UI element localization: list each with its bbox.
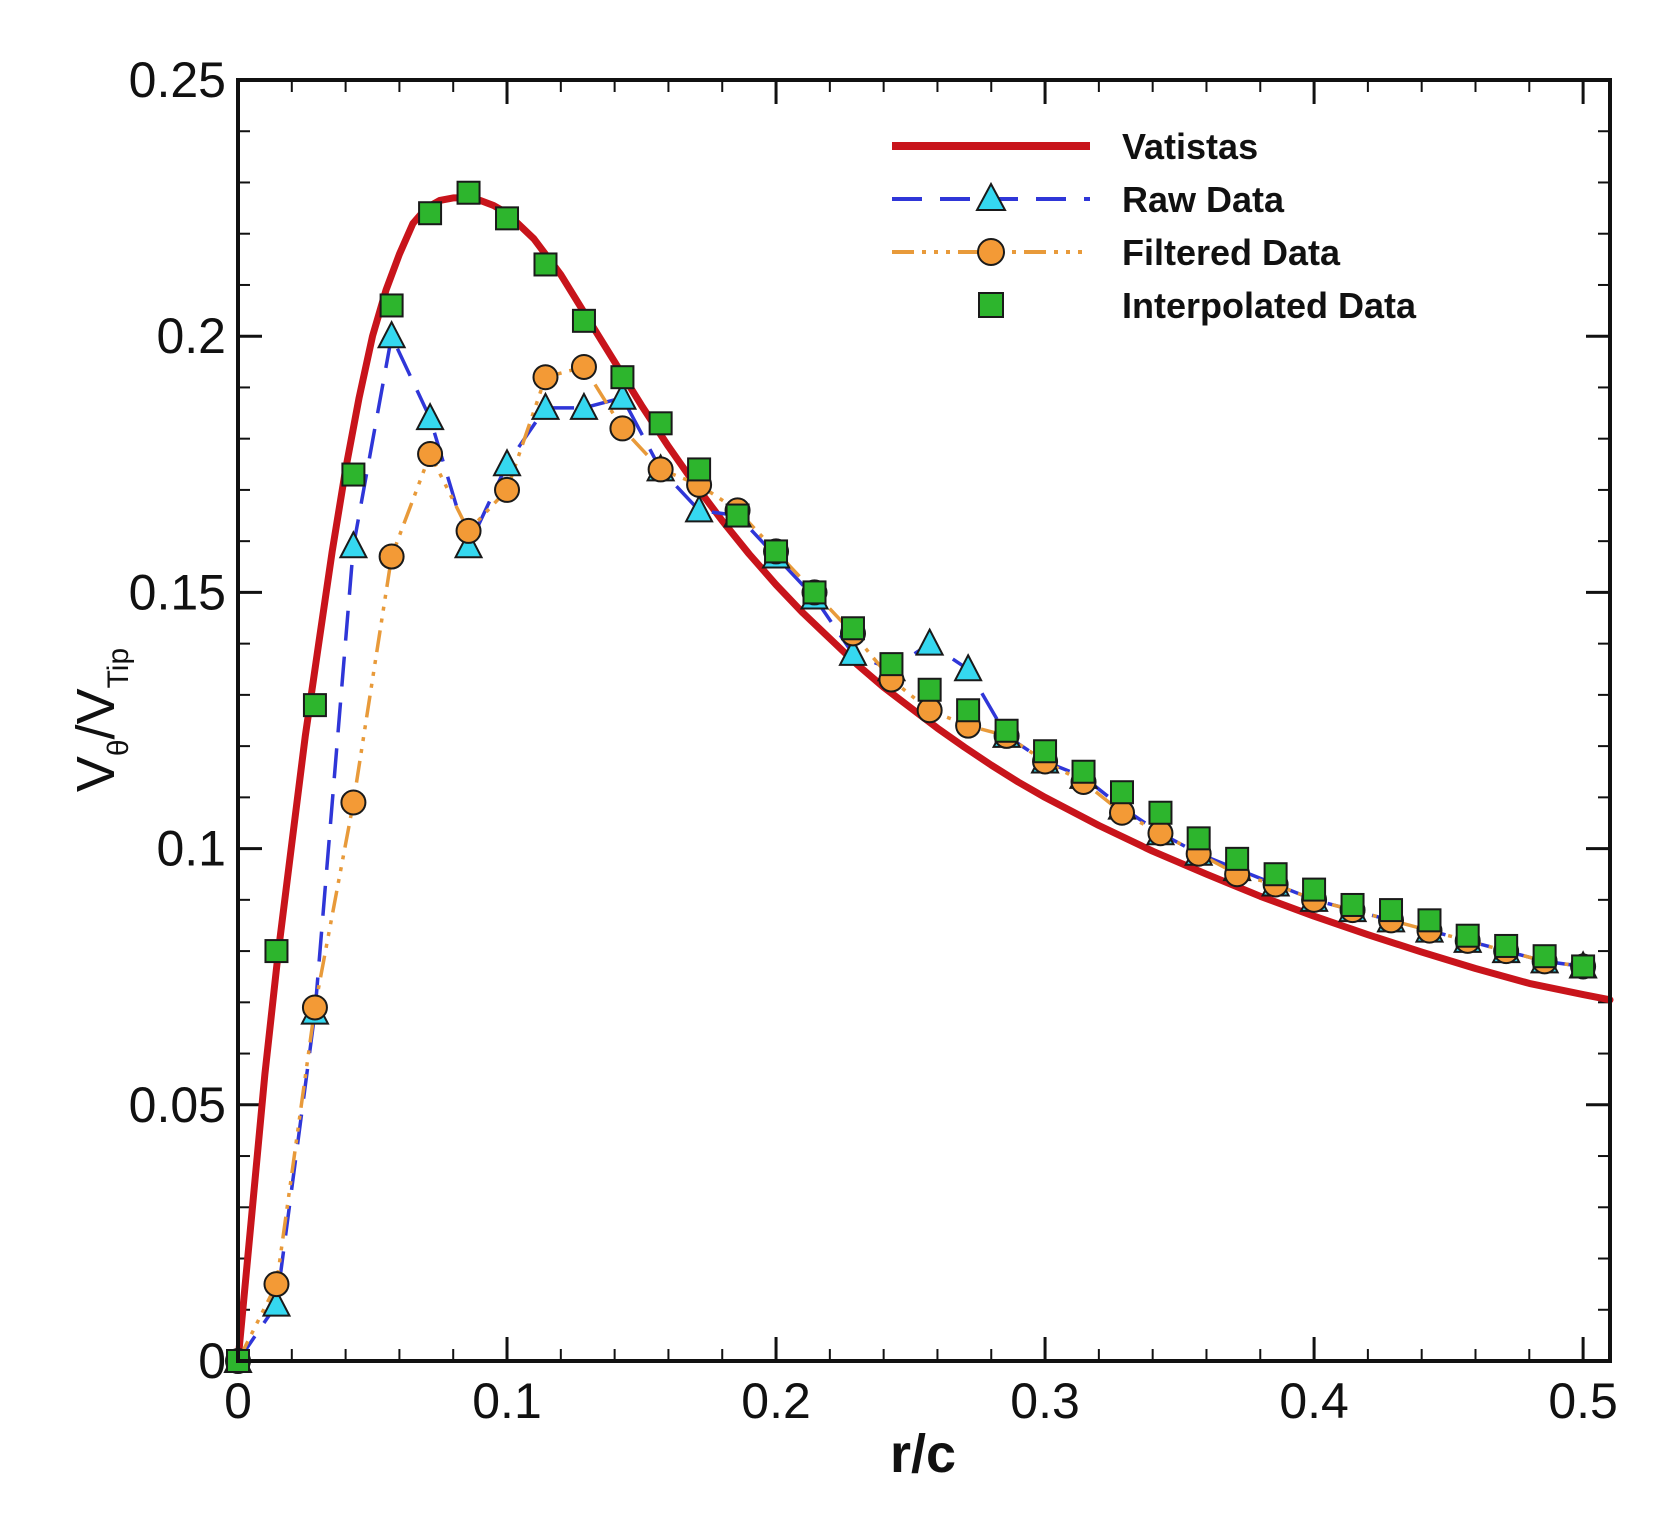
x-tick-label: 0.2 — [741, 1373, 811, 1429]
y-axis-title-sub-theta: θ — [102, 739, 135, 756]
interpolated-data-point — [1225, 846, 1250, 871]
interpolated-data-point — [1033, 739, 1058, 764]
filtered-data-point — [301, 994, 328, 1021]
interpolated-data-point — [1263, 862, 1288, 887]
raw-data-point — [453, 530, 484, 559]
legend-interpolated-label: Interpolated Data — [1122, 285, 1417, 326]
raw-data-point — [953, 653, 983, 682]
plot-frame — [236, 78, 1612, 1363]
legend-vatistas-label: Vatistas — [1122, 126, 1258, 167]
filtered-data-point — [378, 543, 405, 570]
interpolated-data-point — [1532, 944, 1557, 969]
interpolated-data-point — [1340, 892, 1365, 917]
interpolated-data-point — [648, 411, 673, 436]
y-axis-title: Vθ/VTip — [66, 648, 135, 792]
interpolated-data-point — [1455, 923, 1480, 948]
y-tick-labels: 0 0.05 0.1 0.15 0.2 0.25 — [129, 52, 226, 1389]
interpolated-data-point — [264, 939, 289, 964]
raw-data-point — [569, 391, 599, 420]
y-tick-label: 0.1 — [156, 821, 226, 877]
y-axis-title-main: V — [66, 756, 126, 792]
interpolated-data-point — [764, 539, 789, 564]
legend: Vatistas Raw Data Filtered Data Interpol… — [892, 126, 1417, 326]
raw-data-point — [492, 448, 522, 477]
interpolated-data-point — [1109, 780, 1134, 805]
legend-filtered-marker — [977, 238, 1005, 266]
x-tick-labels: 0 0.1 0.2 0.3 0.4 0.5 — [224, 1373, 1618, 1429]
interpolated-data-point — [1571, 954, 1596, 979]
interpolated-data-point — [495, 206, 520, 231]
y-tick-label: 0.25 — [129, 52, 226, 108]
interpolated-data-point — [1379, 898, 1404, 923]
interpolated-data-point — [879, 652, 904, 677]
x-tick-label: 0.4 — [1279, 1373, 1349, 1429]
filtered-data-point — [1147, 820, 1174, 847]
raw-data-point — [607, 381, 638, 410]
legend-interpolated-marker — [978, 292, 1004, 318]
interpolated-data-point — [840, 616, 865, 641]
interpolated-data-point — [610, 365, 635, 390]
filtered-data-point — [532, 364, 559, 391]
interpolated-data-point — [456, 180, 481, 205]
x-tick-label: 0.5 — [1548, 1373, 1618, 1429]
interpolated-data-point — [725, 503, 750, 528]
interpolated-data-point — [341, 462, 366, 487]
filtered-data-point — [455, 517, 482, 544]
filtered-data-point — [263, 1271, 290, 1298]
filtered-data-point — [417, 441, 444, 468]
interpolated-data-point — [687, 457, 712, 482]
raw-data-point — [338, 530, 369, 559]
filtered-data-point — [609, 415, 636, 442]
interpolated-data-point — [956, 698, 981, 723]
raw-data-point — [684, 494, 714, 523]
interpolated-data-point — [571, 308, 596, 333]
x-tick-label: 0.1 — [472, 1373, 542, 1429]
interpolated-data-point — [1302, 877, 1327, 902]
plot-area — [223, 180, 1614, 1374]
raw-data-point — [915, 627, 945, 656]
y-tick-label: 0.2 — [156, 308, 226, 364]
y-tick-label: 0 — [198, 1333, 226, 1389]
interpolated-data-point — [917, 677, 942, 702]
interpolated-data-point — [1148, 800, 1173, 825]
filtered-data-point — [1108, 799, 1135, 826]
interpolated-data-point — [802, 580, 827, 605]
raw-data-point — [261, 1288, 292, 1317]
y-tick-label: 0.15 — [129, 564, 226, 620]
legend-raw-marker — [975, 181, 1007, 211]
interpolated-data-point — [418, 201, 443, 226]
interpolated-data-point — [379, 293, 404, 318]
interpolated-data-point — [533, 252, 558, 277]
raw-data-point — [376, 320, 407, 349]
y-axis-title-mid: /V — [66, 688, 126, 739]
filtered-data-point — [494, 476, 521, 503]
x-tick-label: 0 — [224, 1373, 252, 1429]
interpolated-data-point — [994, 718, 1019, 743]
raw-data-point — [530, 391, 561, 420]
filtered-data-line — [236, 364, 1584, 1362]
legend-filtered-label: Filtered Data — [1122, 232, 1341, 273]
interpolated-data-point — [302, 693, 327, 718]
x-axis-title: r/c — [890, 1424, 956, 1484]
y-axis-title-sub-tip: Tip — [102, 648, 135, 689]
legend-raw-label: Raw Data — [1122, 179, 1285, 220]
filtered-data-point — [916, 697, 943, 724]
x-tick-label: 0.3 — [1010, 1373, 1080, 1429]
interpolated-data-point — [1071, 759, 1096, 784]
raw-data-point — [838, 637, 868, 666]
filtered-data-point — [570, 353, 597, 380]
raw-data-point — [415, 402, 445, 431]
filtered-data-point — [340, 789, 367, 816]
y-tick-label: 0.05 — [129, 1077, 226, 1133]
interpolated-data-point — [1494, 933, 1519, 958]
filtered-data-point — [647, 456, 674, 483]
interpolated-data-point — [1417, 908, 1442, 933]
interpolated-data-point — [1186, 826, 1211, 851]
